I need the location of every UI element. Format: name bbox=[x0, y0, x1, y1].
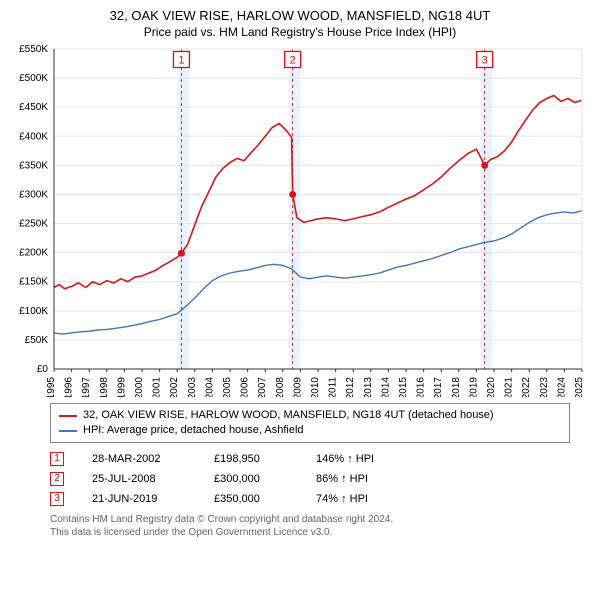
footer-line-1: Contains HM Land Registry data © Crown c… bbox=[50, 513, 590, 526]
svg-text:£550K: £550K bbox=[19, 45, 48, 55]
svg-text:£150K: £150K bbox=[19, 277, 48, 288]
svg-text:£200K: £200K bbox=[19, 248, 48, 259]
sale-date-2: 25-JUL-2008 bbox=[92, 469, 192, 489]
title-address: 32, OAK VIEW RISE, HARLOW WOOD, MANSFIEL… bbox=[10, 8, 590, 23]
title-subtitle: Price paid vs. HM Land Registry's House … bbox=[10, 25, 590, 39]
sale-row-3: 3 21-JUN-2019 £350,000 74% ↑ HPI bbox=[50, 489, 590, 509]
svg-text:£500K: £500K bbox=[19, 73, 48, 84]
svg-text:1999: 1999 bbox=[116, 377, 127, 397]
chart-container: 32, OAK VIEW RISE, HARLOW WOOD, MANSFIEL… bbox=[0, 0, 600, 543]
footer: Contains HM Land Registry data © Crown c… bbox=[50, 513, 590, 539]
svg-text:£450K: £450K bbox=[19, 102, 48, 113]
sale-price-3: £350,000 bbox=[214, 489, 294, 509]
legend-label-hpi: HPI: Average price, detached house, Ashf… bbox=[83, 423, 304, 438]
sale-price-1: £198,950 bbox=[214, 449, 294, 469]
sale-marker-2: 2 bbox=[50, 472, 64, 486]
sale-row-2: 2 25-JUL-2008 £300,000 86% ↑ HPI bbox=[50, 469, 590, 489]
svg-text:2019: 2019 bbox=[468, 377, 479, 397]
svg-text:2002: 2002 bbox=[169, 377, 180, 397]
svg-text:2018: 2018 bbox=[451, 377, 462, 397]
svg-text:2013: 2013 bbox=[363, 377, 374, 397]
svg-text:2008: 2008 bbox=[275, 377, 286, 397]
svg-text:2020: 2020 bbox=[486, 377, 497, 397]
svg-text:2005: 2005 bbox=[222, 377, 233, 397]
legend-swatch-hpi bbox=[59, 430, 77, 432]
svg-text:£300K: £300K bbox=[19, 189, 48, 200]
svg-text:2012: 2012 bbox=[345, 377, 356, 397]
line-chart-svg: £0 £50K £100K £150K £200K £250K £300K £350K £400… bbox=[10, 45, 590, 397]
svg-text:£0: £0 bbox=[37, 364, 49, 375]
svg-text:1996: 1996 bbox=[64, 377, 75, 397]
svg-text:2007: 2007 bbox=[257, 377, 268, 397]
sale-marker-3: 3 bbox=[50, 492, 64, 506]
sales-table: 1 28-MAR-2002 £198,950 146% ↑ HPI 2 25-J… bbox=[50, 449, 590, 509]
svg-text:£400K: £400K bbox=[19, 131, 48, 142]
sale-date-1: 28-MAR-2002 bbox=[92, 449, 192, 469]
svg-text:2015: 2015 bbox=[398, 377, 409, 397]
sale-date-3: 21-JUN-2019 bbox=[92, 489, 192, 509]
svg-text:3: 3 bbox=[482, 54, 488, 66]
svg-text:£50K: £50K bbox=[25, 335, 49, 346]
sale-hpi-1: 146% ↑ HPI bbox=[316, 449, 426, 469]
legend-box: 32, OAK VIEW RISE, HARLOW WOOD, MANSFIEL… bbox=[50, 403, 570, 443]
svg-text:2014: 2014 bbox=[380, 377, 391, 397]
svg-text:2016: 2016 bbox=[416, 377, 427, 397]
sale-hpi-3: 74% ↑ HPI bbox=[316, 489, 426, 509]
svg-text:2006: 2006 bbox=[240, 377, 251, 397]
legend-swatch-property bbox=[59, 415, 77, 417]
svg-text:2021: 2021 bbox=[504, 377, 515, 397]
svg-text:2022: 2022 bbox=[521, 377, 532, 397]
legend-row-hpi: HPI: Average price, detached house, Ashf… bbox=[59, 423, 561, 438]
svg-text:£250K: £250K bbox=[19, 219, 48, 230]
svg-text:2009: 2009 bbox=[292, 377, 303, 397]
svg-text:1997: 1997 bbox=[81, 377, 92, 397]
sale-price-2: £300,000 bbox=[214, 469, 294, 489]
svg-text:2025: 2025 bbox=[574, 377, 585, 397]
svg-text:2010: 2010 bbox=[310, 377, 321, 397]
svg-text:2001: 2001 bbox=[152, 377, 163, 397]
sale-marker-1: 1 bbox=[50, 452, 64, 466]
svg-text:1995: 1995 bbox=[46, 377, 57, 397]
svg-text:£350K: £350K bbox=[19, 160, 48, 171]
svg-text:2023: 2023 bbox=[539, 377, 550, 397]
svg-text:1: 1 bbox=[178, 54, 184, 66]
chart-area: £0 £50K £100K £150K £200K £250K £300K £350K £400… bbox=[10, 45, 590, 397]
legend-row-property: 32, OAK VIEW RISE, HARLOW WOOD, MANSFIEL… bbox=[59, 408, 561, 423]
title-block: 32, OAK VIEW RISE, HARLOW WOOD, MANSFIEL… bbox=[10, 8, 590, 39]
svg-text:2000: 2000 bbox=[134, 377, 145, 397]
svg-text:2024: 2024 bbox=[556, 377, 567, 397]
sale-row-1: 1 28-MAR-2002 £198,950 146% ↑ HPI bbox=[50, 449, 590, 469]
svg-text:2003: 2003 bbox=[187, 377, 198, 397]
sale-hpi-2: 86% ↑ HPI bbox=[316, 469, 426, 489]
svg-text:2011: 2011 bbox=[328, 377, 339, 397]
svg-text:2017: 2017 bbox=[433, 377, 444, 397]
footer-line-2: This data is licensed under the Open Gov… bbox=[50, 526, 590, 539]
svg-text:1998: 1998 bbox=[99, 377, 110, 397]
legend-label-property: 32, OAK VIEW RISE, HARLOW WOOD, MANSFIEL… bbox=[83, 408, 494, 423]
svg-text:2004: 2004 bbox=[204, 377, 215, 397]
svg-text:£100K: £100K bbox=[19, 306, 48, 317]
svg-text:2: 2 bbox=[290, 54, 296, 66]
